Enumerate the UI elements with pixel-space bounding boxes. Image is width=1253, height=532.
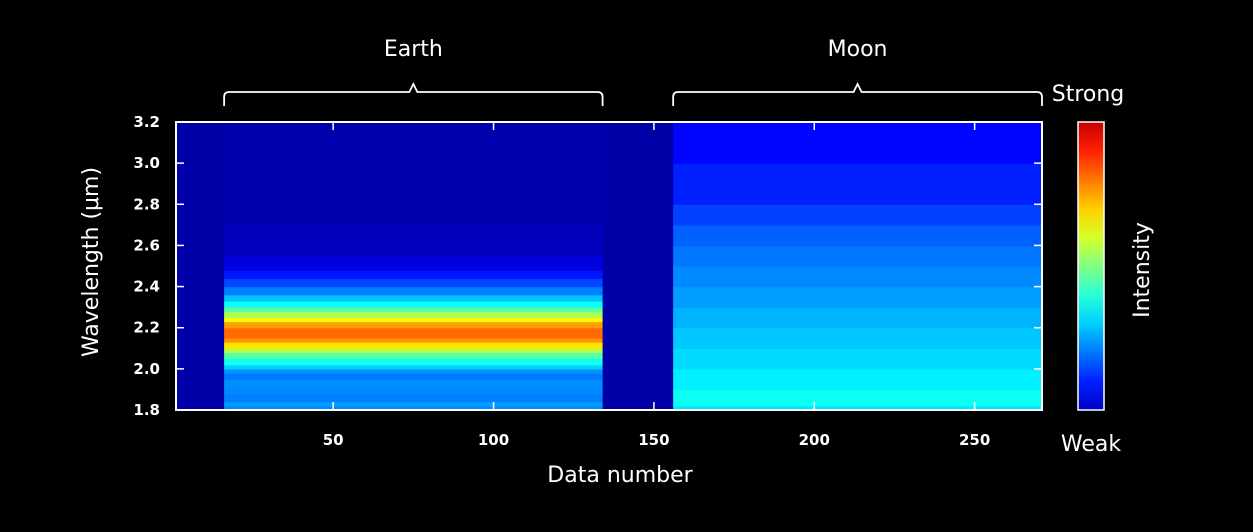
colorbar-high-label: Strong [1052,82,1125,107]
colorbar-low-label: Weak [1061,432,1121,457]
heatmap-row [224,327,603,333]
x-tick-label: 100 [478,431,509,449]
heatmap-row [224,307,603,312]
heatmap-row [224,224,603,257]
y-tick-label: 2.4 [133,278,160,296]
group-label: Earth [384,37,443,62]
heatmap-row [224,379,603,386]
heatmap-row [224,338,603,343]
heatmap-row [673,224,1042,247]
heatmap-row [673,266,1042,288]
tick-labels: 50 100 150 200 250 1.8 2.0 2.2 2.4 2.6 2.8 3.0 3.2 [133,113,990,449]
heatmap-row [224,331,603,339]
heatmap-row [224,255,603,271]
segment-earth [224,122,603,410]
x-tick-label: 50 [323,431,344,449]
heatmap-row [673,204,1042,226]
heatmap-row [224,270,603,279]
heatmap-row [673,368,1042,391]
heatmap-row [224,401,603,407]
heatmap-row [224,385,603,395]
x-tick-label: 200 [799,431,830,449]
heatmap-row [673,327,1042,349]
heatmap-row [673,307,1042,329]
x-axis-title: Data number [547,463,693,488]
heatmap-row [224,393,603,403]
y-tick-label: 1.8 [133,401,160,419]
y-tick-label: 2.0 [133,360,160,378]
heatmap-row [224,122,603,226]
heatmap-row [224,368,603,374]
y-axis-title: Wavelength (μm) [79,167,104,357]
heatmap-row [224,300,603,308]
heatmap-row [224,321,603,329]
heatmap-row [224,278,603,288]
heatmap-row [673,245,1042,267]
y-tick-label: 2.8 [133,195,160,213]
heatmap-row [224,348,603,353]
heatmap-row [673,389,1042,407]
heatmap-row [224,364,603,370]
segment-moon [673,122,1042,410]
heatmap-row [673,405,1042,410]
x-tick-label: 250 [959,431,990,449]
group-bracket [223,81,604,106]
heatmap-row [673,286,1042,308]
y-tick-label: 2.6 [133,236,160,254]
heatmap-row [673,348,1042,370]
axis-ticks [176,121,1042,411]
x-tick-label: 150 [638,431,669,449]
group-bracket [672,81,1043,106]
group-label: Moon [828,37,888,62]
heatmap-cells [176,122,1042,410]
heatmap-row [224,317,603,323]
y-tick-label: 3.0 [133,154,160,172]
heatmap-row [224,352,603,360]
heatmap-row [224,311,603,319]
colorbar-title: Intensity [1130,222,1155,318]
heatmap-row [673,122,1042,164]
heatmap-row [224,286,603,296]
heatmap-row [224,342,603,349]
y-tick-label: 3.2 [133,113,160,131]
heatmap-row [673,163,1042,205]
heatmap-row [224,358,603,366]
group-brackets: Earth Moon [223,37,1043,106]
y-tick-label: 2.2 [133,319,160,337]
plot-frame [175,121,1043,411]
heatmap-row [224,405,603,410]
colorbar [1077,121,1105,411]
heatmap-row [224,294,603,302]
heatmap-row [224,372,603,380]
